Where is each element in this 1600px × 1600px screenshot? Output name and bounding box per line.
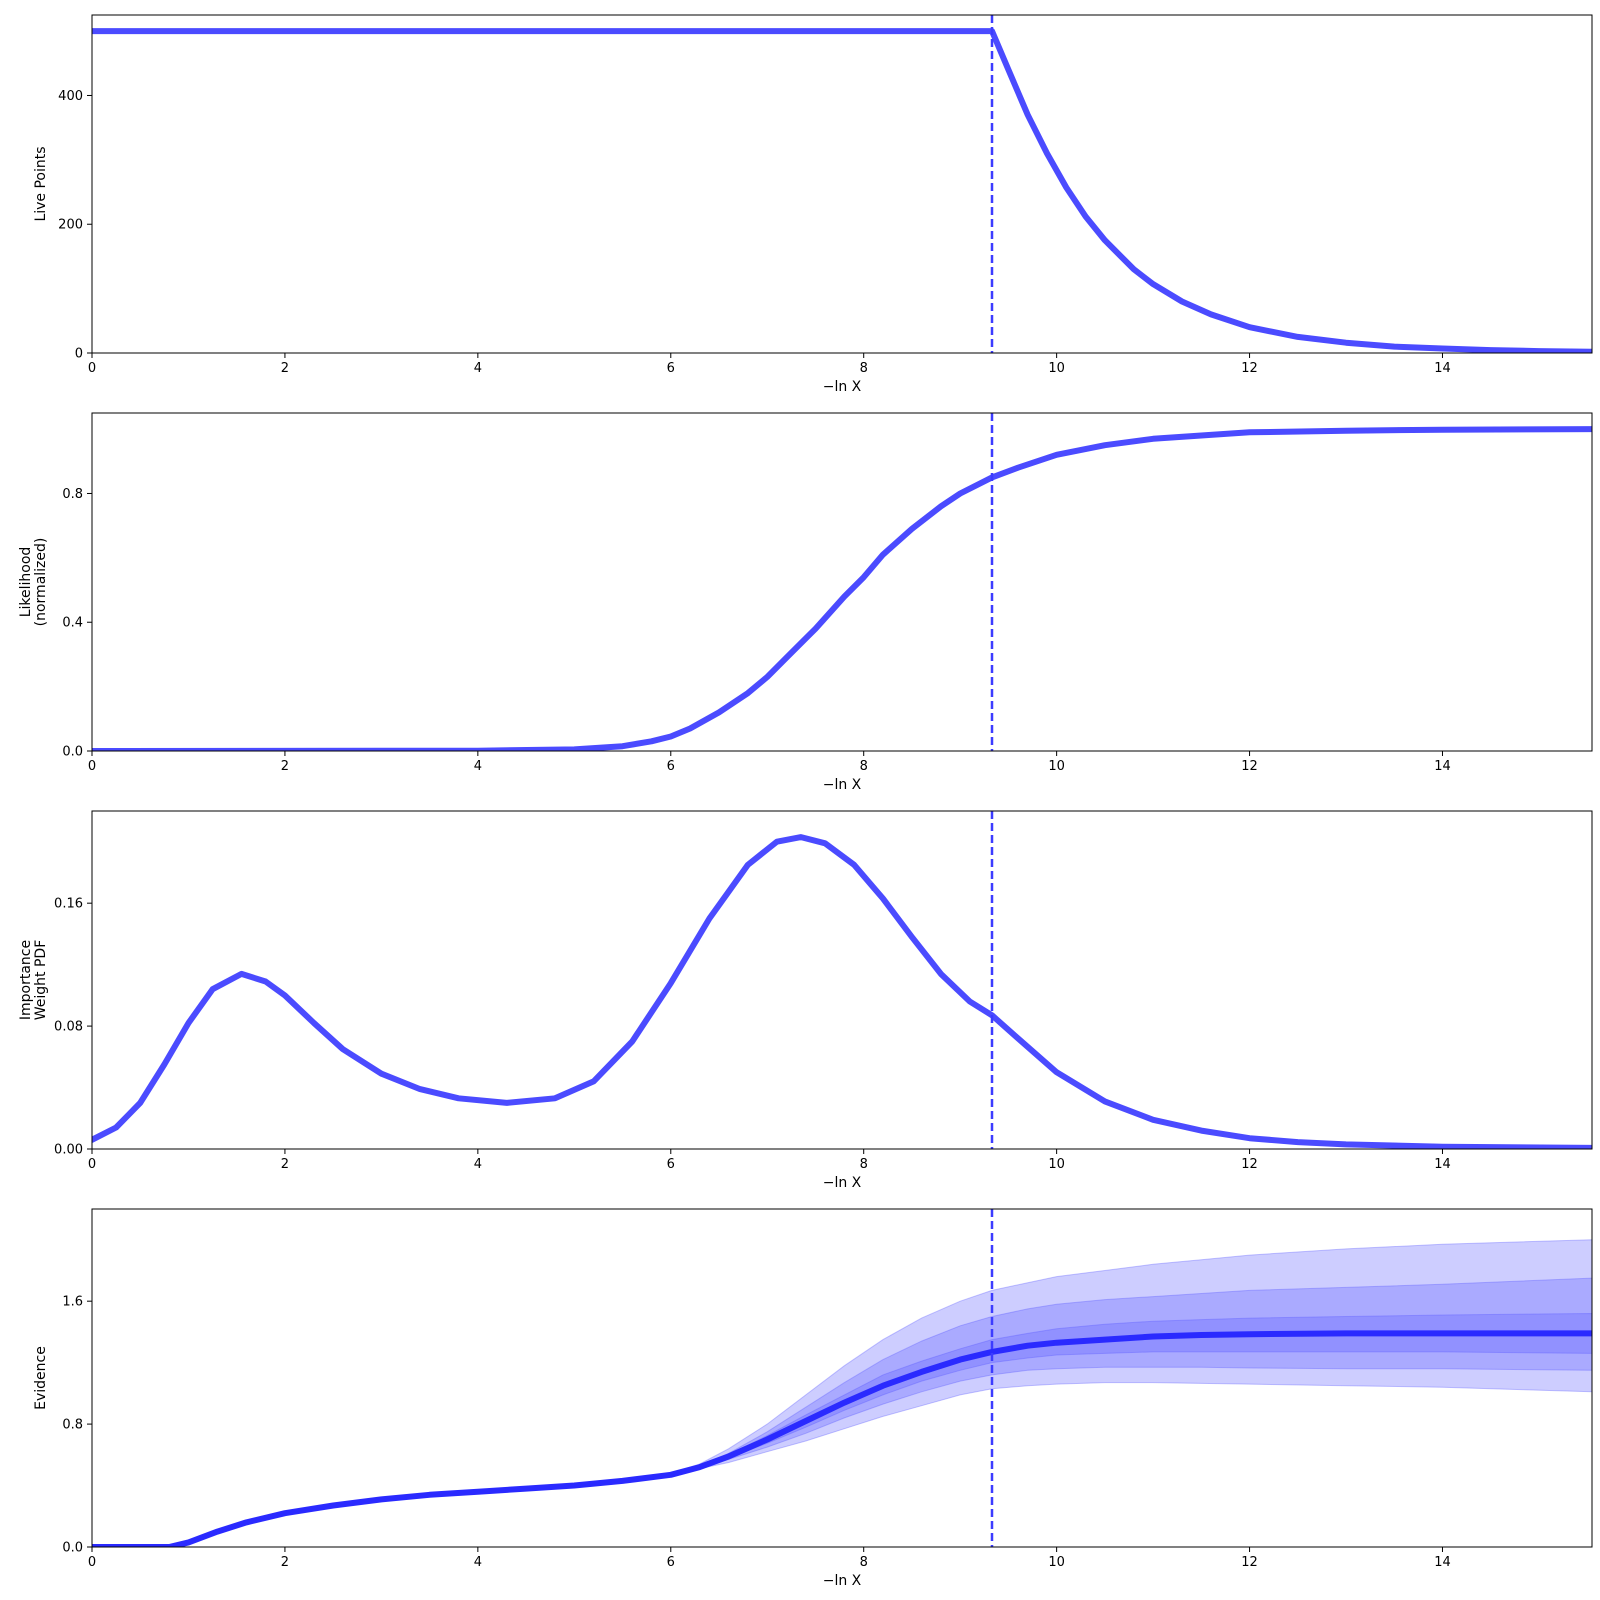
y-tick-label: 0.08 [54, 1020, 83, 1035]
y-axis-label: Evidence [33, 1346, 49, 1410]
x-tick-label: 10 [1048, 1555, 1065, 1570]
plot-area [92, 834, 1592, 1149]
axes-frame [91, 14, 1593, 354]
x-tick-label: 8 [860, 759, 868, 774]
x-axis-label: −ln X [823, 1573, 862, 1589]
evidence-panel: 0 2 4 6 8 10 12 14 0.0 0.8 1.6 −ln X Evidence [33, 1208, 1593, 1589]
axes-frame [91, 412, 1593, 752]
x-tick-label: 12 [1241, 1555, 1258, 1570]
x-tick-label: 6 [667, 759, 675, 774]
x-tick-label: 14 [1434, 1555, 1451, 1570]
x-tick-label: 6 [667, 361, 675, 376]
x-tick-label: 8 [860, 1157, 868, 1172]
x-tick-label: 14 [1434, 361, 1451, 376]
y-tick-label: 0.4 [62, 616, 83, 631]
importance-weight-panel: 0 2 4 6 8 10 12 14 0.00 0.08 0.16 −ln X Importance We… [18, 810, 1593, 1191]
x-tick-label: 12 [1241, 759, 1258, 774]
x-tick-label: 2 [281, 759, 289, 774]
plot-area [92, 1239, 1592, 1547]
x-tick-label: 4 [474, 361, 482, 376]
x-tick-label: 10 [1048, 1157, 1065, 1172]
axes-frame [91, 1208, 1593, 1548]
x-tick-label: 14 [1434, 759, 1451, 774]
x-tick-label: 0 [88, 1157, 96, 1172]
y-tick-label: 1.6 [62, 1295, 83, 1310]
x-tick-label: 4 [474, 759, 482, 774]
series-line-1 [92, 426, 1592, 751]
series-line-1 [92, 834, 1592, 1149]
x-tick-label: 0 [88, 361, 96, 376]
axes-frame [91, 810, 1593, 1150]
y-axis-label: Live Points [33, 146, 49, 221]
y-axis-label: Likelihood [18, 547, 34, 618]
evidence-median-line [92, 1330, 1592, 1547]
y-tick-label: 0.0 [62, 745, 83, 760]
x-tick-label: 10 [1048, 361, 1065, 376]
plot-area [92, 28, 1592, 353]
y-tick-label: 0.8 [62, 487, 83, 502]
y-axis-label: Importance [18, 940, 34, 1020]
x-tick-label: 4 [474, 1555, 482, 1570]
y-tick-label: 0.16 [54, 897, 83, 912]
y-tick-label: 0.8 [62, 1418, 83, 1433]
x-tick-label: 12 [1241, 361, 1258, 376]
x-tick-label: 8 [860, 361, 868, 376]
x-tick-label: 6 [667, 1555, 675, 1570]
x-tick-label: 12 [1241, 1157, 1258, 1172]
y-tick-label: 400 [58, 89, 83, 104]
x-tick-label: 2 [281, 1157, 289, 1172]
live-points-panel: 0 2 4 6 8 10 12 14 0 200 400 −ln X Live Points [33, 14, 1593, 395]
x-axis-label: −ln X [823, 1175, 862, 1191]
x-tick-label: 0 [88, 759, 96, 774]
y-tick-label: 0.0 [62, 1541, 83, 1556]
y-axis-label: Weight PDF [33, 940, 49, 1021]
x-tick-label: 8 [860, 1555, 868, 1570]
x-tick-label: 0 [88, 1555, 96, 1570]
x-tick-label: 6 [667, 1157, 675, 1172]
series-line-1 [92, 28, 1592, 353]
plot-area [92, 426, 1592, 751]
x-tick-label: 2 [281, 1555, 289, 1570]
x-axis-label: −ln X [823, 379, 862, 395]
x-tick-label: 2 [281, 361, 289, 376]
x-tick-label: 10 [1048, 759, 1065, 774]
y-tick-label: 200 [58, 218, 83, 233]
y-tick-label: 0 [75, 347, 83, 362]
x-tick-label: 4 [474, 1157, 482, 1172]
likelihood-panel: 0 2 4 6 8 10 12 14 0.0 0.4 0.8 −ln X Likelihood (norm… [18, 412, 1593, 793]
y-tick-label: 0.00 [54, 1143, 83, 1158]
x-tick-label: 14 [1434, 1157, 1451, 1172]
y-axis-label: (normalized) [33, 538, 49, 627]
x-axis-label: −ln X [823, 777, 862, 793]
